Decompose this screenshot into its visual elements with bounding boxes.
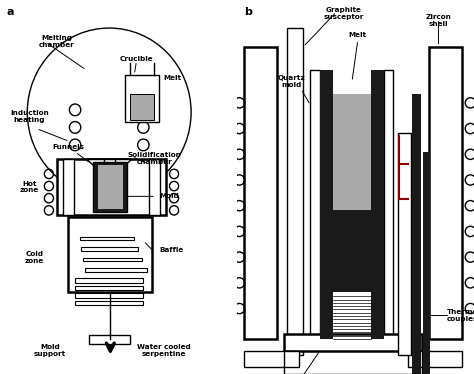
Bar	[89, 335, 130, 344]
Text: a: a	[7, 7, 14, 17]
Text: Melt: Melt	[349, 32, 367, 38]
Text: Crucible: Crucible	[120, 56, 153, 62]
Text: b: b	[244, 7, 252, 17]
Text: Quartz
mold: Quartz mold	[278, 75, 305, 88]
Text: Melt: Melt	[164, 75, 182, 81]
Bar	[75, 301, 143, 305]
Bar	[384, 70, 393, 339]
Text: Mold: Mold	[159, 193, 179, 199]
Text: Hot
zone: Hot zone	[20, 181, 39, 193]
Polygon shape	[86, 159, 132, 180]
Text: Thermo
couples: Thermo couples	[447, 309, 474, 322]
Text: Water cooled
serpentine: Water cooled serpentine	[137, 344, 191, 357]
Bar	[333, 94, 371, 210]
Bar	[82, 247, 138, 251]
Bar	[75, 286, 143, 290]
Bar	[423, 152, 429, 374]
Bar	[244, 351, 299, 367]
Bar	[284, 334, 422, 351]
Bar	[320, 70, 333, 339]
Bar	[408, 351, 462, 367]
Bar	[130, 94, 154, 120]
Text: Solidification
chamber: Solidification chamber	[128, 153, 182, 165]
Bar	[80, 237, 134, 240]
Bar	[98, 165, 123, 209]
Text: Melting
chamber: Melting chamber	[39, 35, 75, 48]
Text: Induction
heating: Induction heating	[10, 110, 49, 123]
Bar	[149, 159, 160, 215]
Bar	[63, 159, 74, 215]
Bar	[287, 28, 303, 355]
Bar	[93, 162, 128, 212]
Bar	[85, 268, 146, 272]
Bar	[371, 70, 384, 339]
Text: Funnels: Funnels	[52, 144, 84, 150]
Bar	[429, 47, 462, 339]
Bar	[310, 70, 320, 339]
Text: Cold
zone: Cold zone	[25, 251, 44, 264]
Text: Baffle: Baffle	[159, 247, 183, 253]
Bar	[83, 258, 142, 261]
Bar	[333, 210, 371, 292]
Text: Mold
support: Mold support	[34, 344, 66, 357]
Bar	[75, 293, 143, 298]
Bar	[244, 47, 277, 339]
Text: Zircon
shell: Zircon shell	[426, 14, 451, 27]
Text: Graphite
susceptor: Graphite susceptor	[323, 7, 364, 20]
Bar	[125, 75, 159, 122]
Bar	[75, 278, 143, 283]
Bar	[412, 94, 421, 374]
Bar	[57, 159, 166, 215]
Bar	[68, 217, 153, 292]
Bar	[398, 133, 411, 355]
